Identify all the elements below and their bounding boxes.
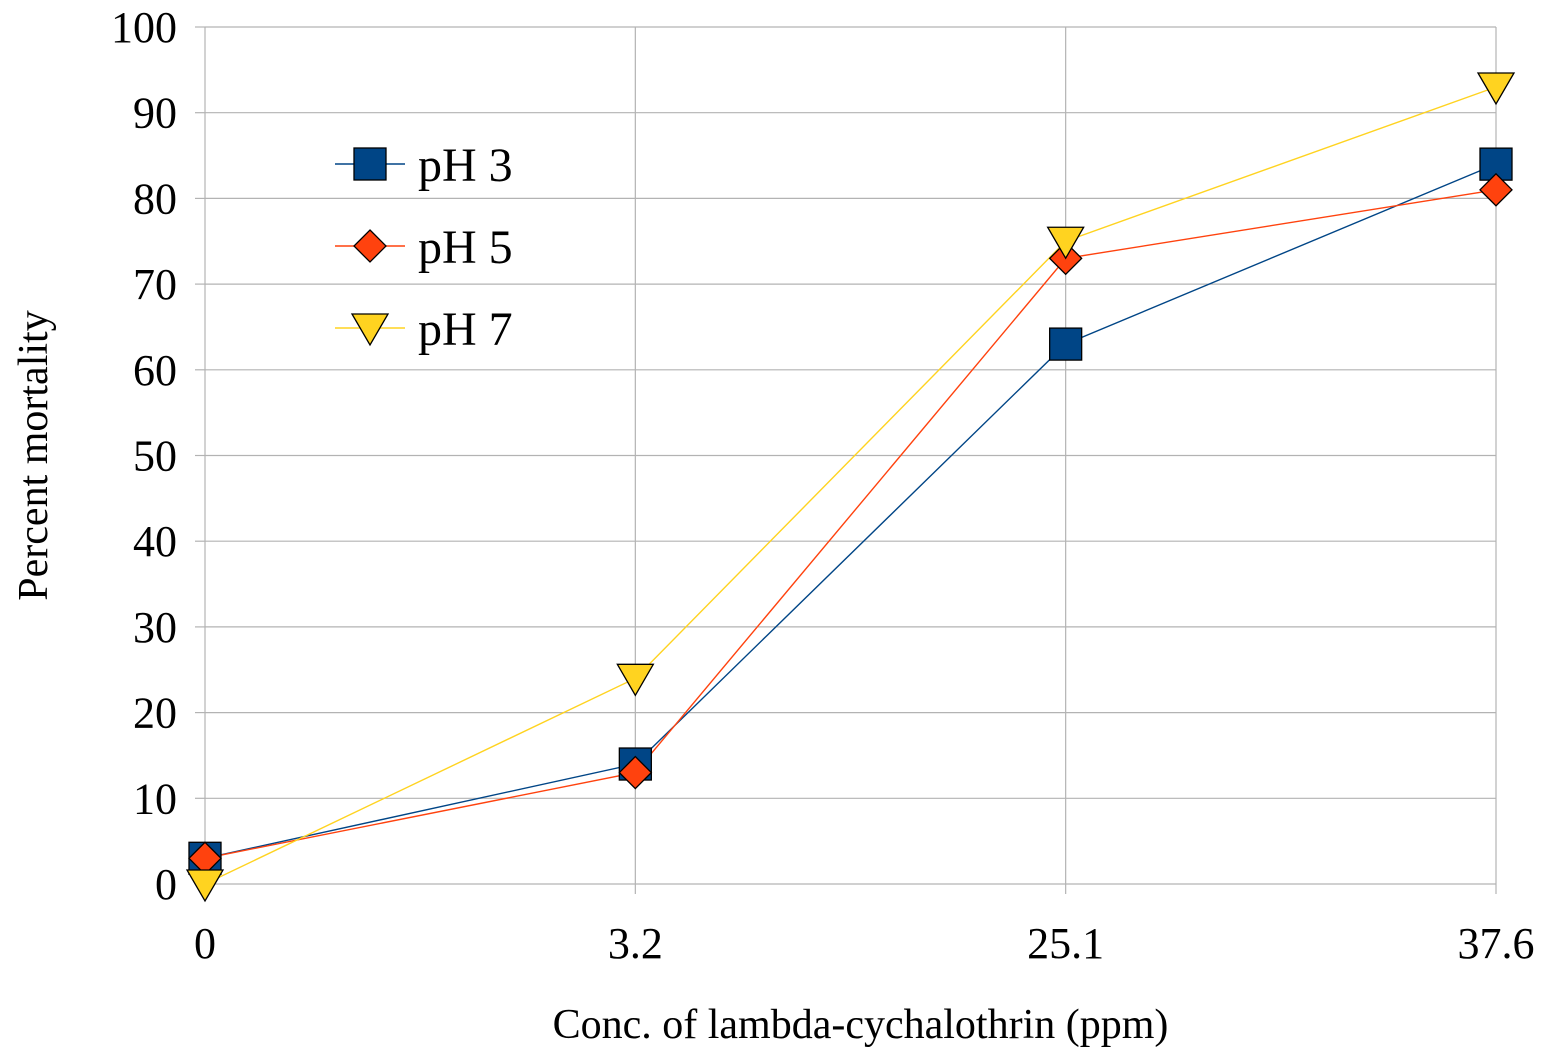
series-line-1 (205, 190, 1496, 858)
y-tick-label: 10 (133, 774, 177, 823)
legend-label: pH 3 (418, 139, 513, 192)
series-line-2 (205, 87, 1496, 884)
x-axis-title: Conc. of lambda-cychalothrin (ppm) (553, 1002, 1169, 1048)
data-series (187, 73, 1514, 901)
y-tick-labels: 0 10 20 30 40 50 60 70 80 90 100 (111, 3, 177, 909)
legend-label: pH 7 (418, 303, 513, 356)
x-tick-label: 37.6 (1458, 919, 1535, 968)
y-tick-label: 50 (133, 432, 177, 481)
legend: pH 3 pH 5 pH 7 (335, 139, 513, 356)
x-tick-label: 25.1 (1027, 919, 1104, 968)
legend-marker (354, 230, 386, 262)
y-tick-label: 60 (133, 346, 177, 395)
x-tick-label: 3.2 (608, 919, 663, 968)
legend-marker (354, 148, 386, 180)
y-axis-title: Percent mortality (11, 310, 57, 600)
y-tick-label: 0 (155, 860, 177, 909)
y-tick-label: 40 (133, 517, 177, 566)
y-tick-label: 30 (133, 603, 177, 652)
legend-label: pH 5 (418, 221, 513, 274)
legend-marker (352, 314, 388, 345)
legend-entry: pH 3 (335, 139, 513, 192)
legend-entry: pH 5 (335, 221, 513, 274)
legend-entry: pH 7 (335, 303, 513, 356)
data-point (187, 870, 223, 901)
data-point (1478, 73, 1514, 104)
x-tick-label: 0 (194, 919, 216, 968)
y-tick-label: 20 (133, 689, 177, 738)
series-line-0 (205, 164, 1496, 858)
data-point (617, 664, 653, 695)
y-tick-label: 80 (133, 174, 177, 223)
x-tick-labels: 0 3.2 25.1 37.6 (194, 919, 1535, 968)
grid-lines (205, 27, 1496, 884)
y-tick-label: 70 (133, 260, 177, 309)
data-point (1050, 328, 1082, 360)
y-tick-label: 90 (133, 89, 177, 138)
y-tick-label: 100 (111, 3, 177, 52)
